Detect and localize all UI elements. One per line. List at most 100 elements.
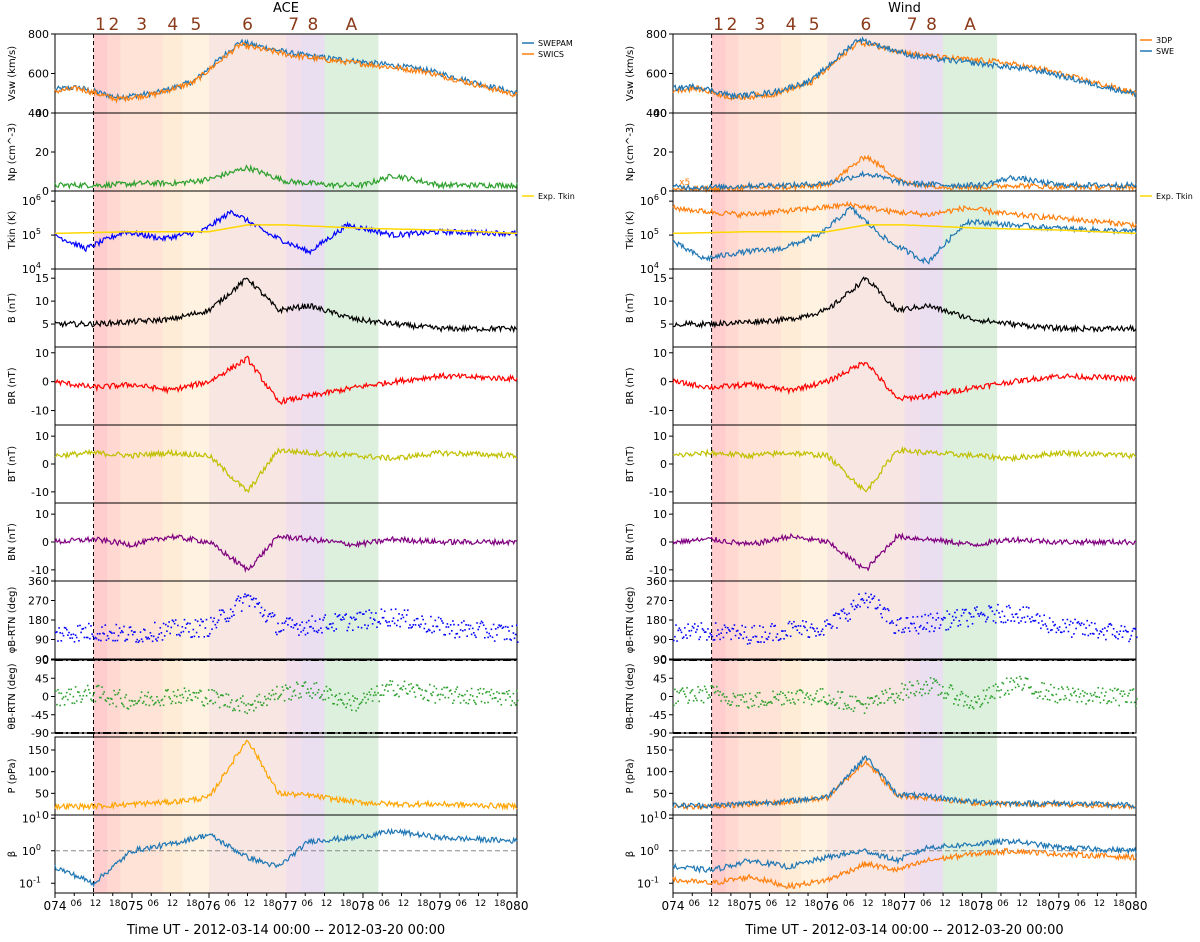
data-point [706, 691, 708, 693]
data-point [1040, 690, 1042, 693]
region-label-8: 8 [308, 15, 319, 35]
data-point [242, 602, 244, 604]
data-point [115, 705, 118, 708]
xtick-minor-label: 12 [939, 899, 950, 909]
data-point [878, 697, 880, 700]
data-point [1062, 618, 1064, 621]
ylabel: P (pPa) [7, 758, 18, 793]
data-point [490, 628, 493, 631]
xtick-minor-label: 18 [804, 899, 816, 909]
data-point [57, 688, 59, 691]
data-point [294, 624, 297, 627]
data-point [1115, 636, 1117, 639]
ytick-label: 10 [653, 430, 667, 443]
data-point [70, 633, 72, 636]
data-point [741, 694, 743, 696]
data-point [220, 694, 222, 697]
xtick-label: 075 [739, 899, 762, 913]
data-point [125, 694, 127, 696]
data-point [407, 693, 409, 695]
data-point [88, 622, 90, 625]
data-point [339, 698, 342, 701]
data-point [201, 701, 203, 703]
region-6 [209, 34, 286, 893]
data-point [1057, 629, 1060, 631]
data-point [1021, 689, 1023, 691]
data-point [352, 629, 354, 632]
data-point [895, 624, 898, 627]
data-point [206, 635, 209, 637]
ylabel: BN (nT) [625, 523, 636, 561]
data-point [124, 640, 126, 642]
xtick-label: 078 [352, 899, 375, 913]
data-point [1069, 620, 1072, 623]
data-point [385, 685, 387, 687]
data-point [305, 692, 308, 694]
data-point [876, 703, 879, 706]
data-point [256, 695, 258, 698]
data-point [435, 687, 438, 690]
data-point [987, 616, 989, 619]
data-point [446, 686, 449, 689]
data-point [966, 704, 968, 706]
data-point [370, 688, 373, 690]
data-point [217, 696, 220, 699]
data-point [1123, 625, 1126, 628]
data-point [502, 626, 505, 629]
data-point [1076, 701, 1079, 703]
data-point [1131, 689, 1134, 691]
data-point [473, 632, 475, 634]
data-point [382, 616, 385, 619]
data-point [454, 690, 456, 693]
data-point [412, 624, 415, 626]
data-point [343, 703, 345, 706]
data-point [97, 684, 100, 687]
data-point [1115, 699, 1117, 702]
data-point [936, 681, 939, 684]
data-point [152, 703, 155, 706]
data-point [457, 695, 460, 698]
data-point [857, 699, 859, 702]
data-point [1007, 689, 1009, 692]
data-point [489, 635, 492, 637]
data-point [418, 624, 420, 626]
data-point [934, 680, 936, 682]
ylabel: θB-RTN (deg) [7, 663, 18, 729]
data-point [429, 629, 431, 632]
data-point [891, 693, 893, 695]
data-point [159, 627, 162, 629]
data-point [843, 702, 846, 705]
series-phi [673, 592, 1138, 645]
data-point [770, 700, 772, 703]
data-point [698, 691, 700, 694]
data-point [344, 693, 346, 696]
data-point [101, 626, 103, 628]
data-point [775, 636, 778, 638]
data-point [330, 689, 332, 691]
data-point [979, 705, 982, 708]
data-point [907, 627, 910, 629]
data-point [477, 628, 479, 631]
data-point [733, 624, 736, 626]
data-point [803, 701, 805, 704]
data-point [851, 695, 854, 698]
data-point [62, 696, 65, 698]
data-point [1022, 606, 1025, 608]
data-point [379, 694, 382, 697]
ytick-label: 10 [35, 508, 49, 521]
ytick-label: 0 [42, 691, 49, 704]
data-point [68, 631, 70, 634]
data-point [93, 637, 96, 640]
data-point [1009, 681, 1011, 683]
data-point [192, 691, 195, 694]
data-point [742, 696, 745, 698]
data-point [438, 698, 441, 701]
region-4 [162, 34, 183, 893]
data-point [744, 626, 747, 628]
data-point [511, 700, 514, 702]
data-point [64, 695, 67, 698]
data-point [484, 636, 486, 639]
data-point [271, 612, 274, 614]
